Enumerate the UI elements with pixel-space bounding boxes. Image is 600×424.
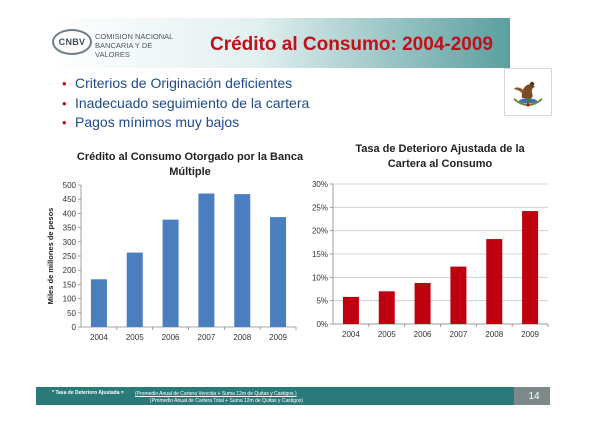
chart2-title: Tasa de Deterioro Ajustada de la Cartera… — [355, 143, 525, 170]
y-tick-label: 500 — [63, 181, 77, 190]
footnote-denominator: (Promedio Anual de Cartera Total + Suma … — [150, 398, 303, 404]
y-tick-label: 150 — [63, 280, 77, 289]
y-axis-label: Miles de millones de pesos — [46, 208, 55, 305]
logo-line-1: COMISION NACIONAL — [95, 32, 174, 41]
logo-badge: CNBV — [52, 29, 92, 55]
x-tick-label: 2007 — [450, 330, 468, 339]
bar — [126, 252, 143, 327]
page-number: 14 — [528, 391, 540, 402]
mexico-seal-icon — [504, 68, 552, 116]
x-tick-label: 2007 — [198, 333, 216, 342]
x-tick-label: 2006 — [414, 330, 432, 339]
numerator-text: (Promedio Anual de Cartera Vencida + Sum… — [135, 391, 297, 397]
logo-line-2: BANCARIA Y DE VALORES — [95, 41, 153, 59]
bullet-item: Pagos mínimos muy bajos — [62, 113, 309, 133]
footnote-label: * Tasa de Deterioro Ajustada = — [52, 390, 124, 396]
bullet-item: Inadecuado seguimiento de la cartera — [62, 94, 309, 114]
footnote-numerator: (Promedio Anual de Cartera Vencida + Sum… — [135, 390, 297, 398]
x-tick-label: 2008 — [233, 333, 251, 342]
y-tick-label: 250 — [63, 252, 77, 261]
bar — [378, 291, 395, 324]
bar — [486, 239, 503, 324]
bar — [90, 279, 107, 327]
y-tick-label: 400 — [63, 209, 77, 218]
bar — [270, 217, 287, 327]
bullet-list: Criterios de Originación deficientes Ina… — [62, 74, 309, 133]
x-tick-label: 2005 — [126, 333, 144, 342]
y-tick-label: 300 — [63, 238, 77, 247]
y-tick-label: 200 — [63, 266, 77, 275]
y-tick-label: 15% — [312, 250, 328, 259]
cnbv-logo: CNBV COMISION NACIONAL BANCARIA Y DE VAL… — [52, 27, 184, 59]
slide-title: Crédito al Consumo: 2004-2009 — [210, 34, 493, 55]
page-number-box — [514, 387, 550, 405]
bar — [414, 282, 431, 324]
y-tick-label: 20% — [312, 227, 328, 236]
y-tick-label: 350 — [63, 224, 77, 233]
bar — [162, 219, 179, 327]
y-tick-label: 5% — [316, 297, 328, 306]
y-tick-label: 25% — [312, 203, 328, 212]
chart1-title: Crédito al Consumo Otorgado por la Banca… — [76, 151, 304, 178]
y-tick-label: 30% — [312, 180, 328, 189]
bar — [450, 266, 467, 324]
bar — [342, 296, 359, 324]
x-tick-label: 2009 — [521, 330, 539, 339]
y-tick-label: 450 — [63, 195, 77, 204]
y-tick-label: 50 — [67, 309, 76, 318]
y-tick-label: 10% — [312, 273, 328, 282]
x-tick-label: 2009 — [269, 333, 287, 342]
slide-header: CNBV COMISION NACIONAL BANCARIA Y DE VAL… — [48, 18, 510, 68]
y-tick-label: 0% — [316, 320, 328, 329]
bar — [198, 193, 215, 327]
bullet-item: Criterios de Originación deficientes — [62, 74, 309, 94]
x-tick-label: 2008 — [485, 330, 503, 339]
logo-text: COMISION NACIONAL BANCARIA Y DE VALORES — [95, 32, 184, 59]
x-tick-label: 2005 — [378, 330, 396, 339]
bar — [234, 194, 251, 327]
footer-bar — [36, 387, 550, 405]
y-tick-label: 100 — [63, 295, 77, 304]
x-tick-label: 2006 — [162, 333, 180, 342]
bar — [522, 211, 539, 324]
y-tick-label: 0 — [72, 323, 77, 332]
x-tick-label: 2004 — [342, 330, 360, 339]
x-tick-label: 2004 — [90, 333, 108, 342]
